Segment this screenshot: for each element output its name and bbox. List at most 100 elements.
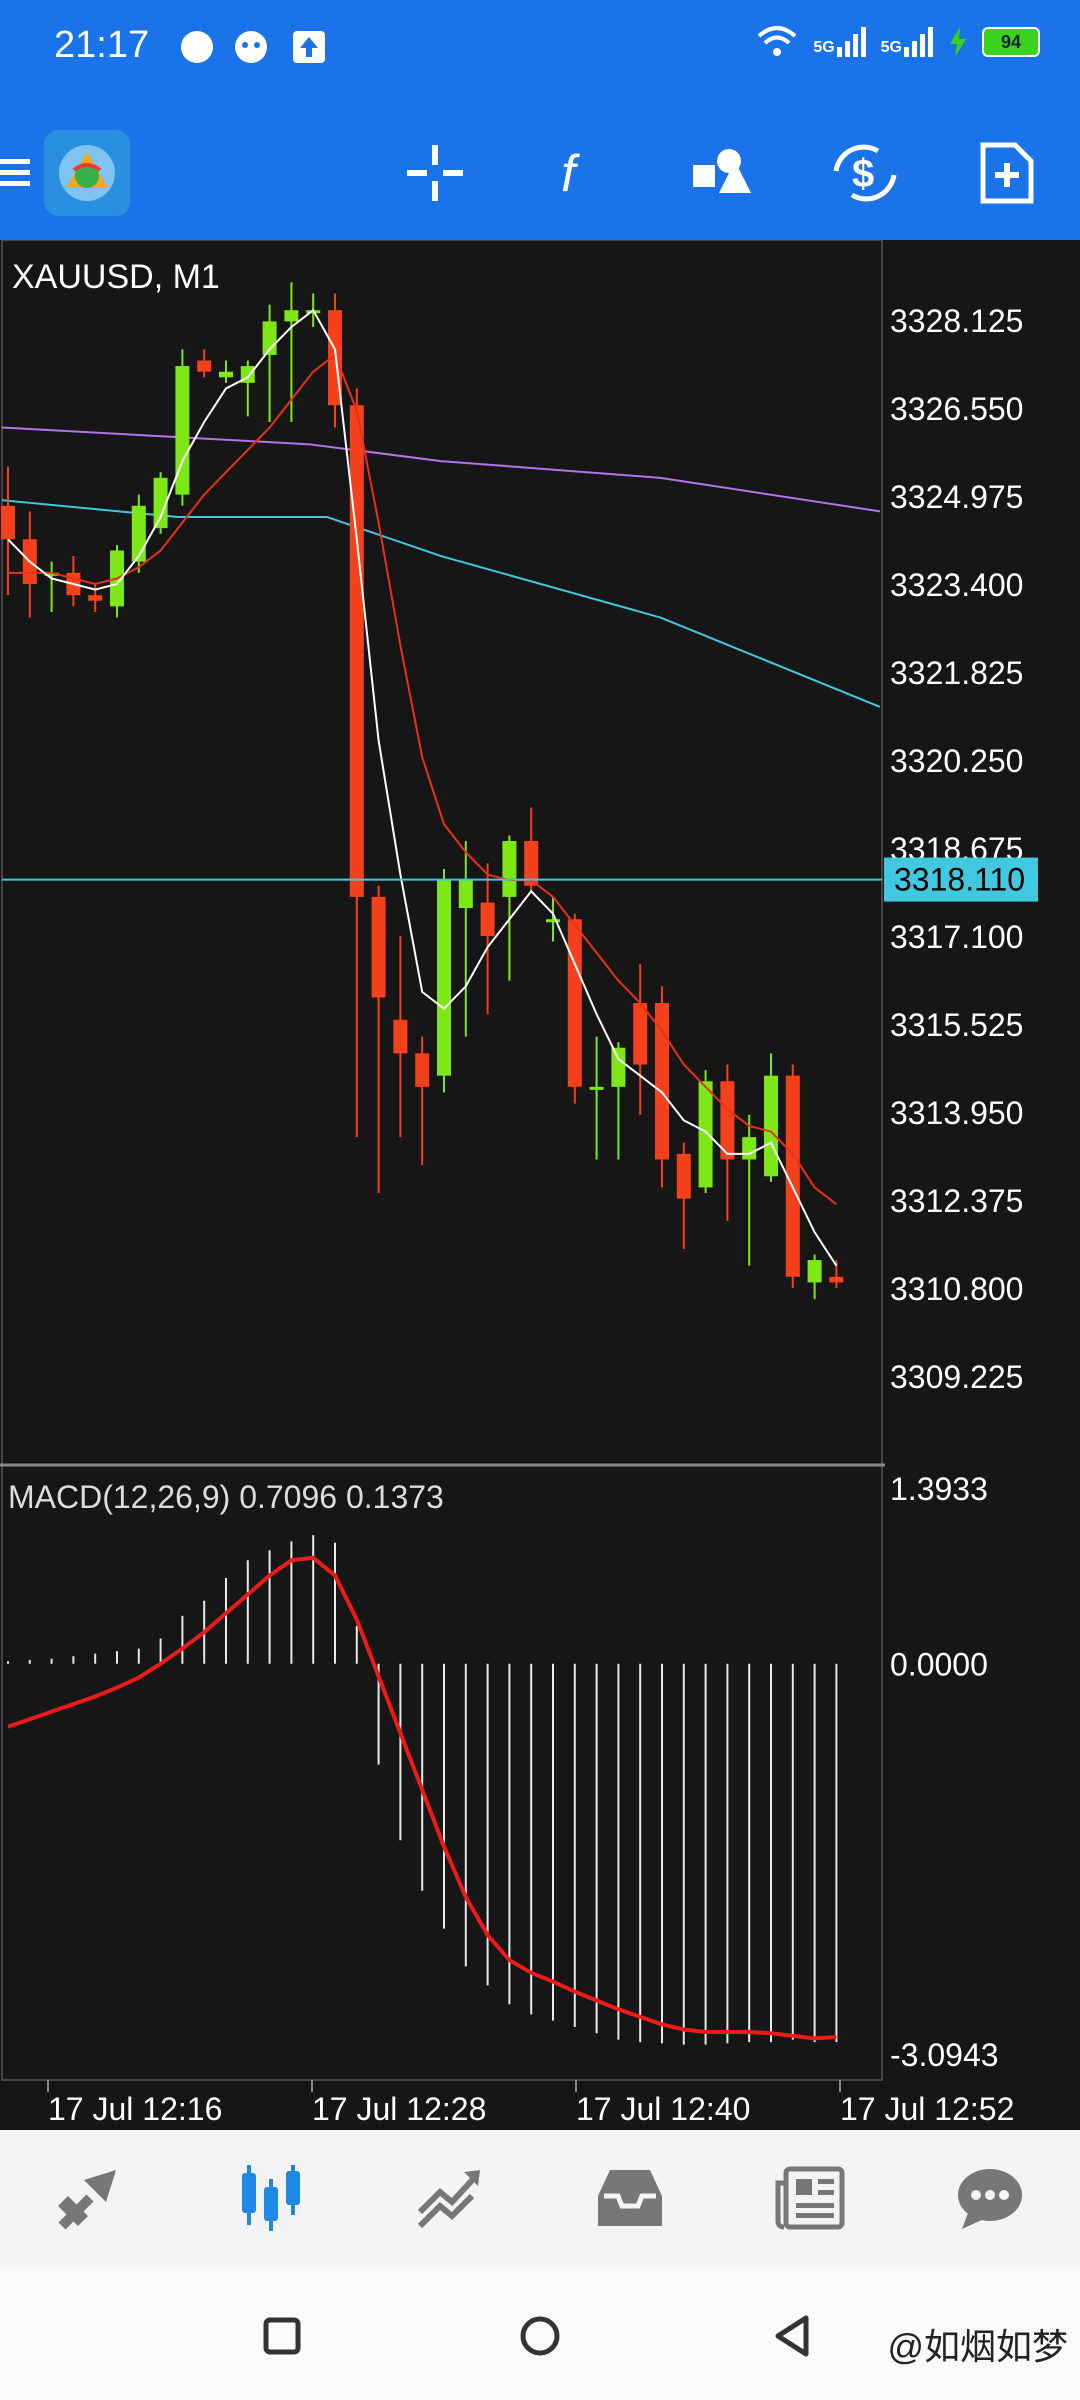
time-axis: 17 Jul 12:16 17 Jul 12:28 17 Jul 12:40 17 J… <box>47 2080 1014 2127</box>
status-right: 5G 5G 94 <box>755 24 1040 60</box>
candle-body <box>567 919 582 1087</box>
notification-bubble-icon <box>181 31 213 63</box>
candle <box>437 868 451 1093</box>
ma-red-line <box>8 353 838 1205</box>
ma-white-line <box>7 308 838 1267</box>
nav-chart[interactable] <box>215 2143 325 2253</box>
candle <box>197 349 212 378</box>
candle-body <box>197 360 212 372</box>
macd-tick-label: 0.0000 <box>890 1647 988 1683</box>
candle-body <box>524 841 539 886</box>
system-navigation-bar: @如烟如梦 <box>0 2266 1080 2400</box>
candle <box>611 1042 626 1160</box>
candle-body <box>589 1086 604 1090</box>
candle-body <box>785 1075 800 1277</box>
macd-tick-label: -3.0943 <box>890 2037 999 2073</box>
new-order-icon[interactable] <box>962 128 1052 218</box>
candle-body <box>131 505 146 562</box>
nav-history[interactable] <box>575 2143 685 2253</box>
history-icon <box>598 2170 662 2226</box>
wifi-icon <box>757 26 797 56</box>
current-price-tag <box>884 857 1038 902</box>
price-tick-label: 3326.550 <box>890 391 1023 427</box>
candle-body <box>371 896 386 998</box>
candle <box>742 1114 757 1266</box>
bottom-navigation <box>0 2130 1080 2266</box>
home-button[interactable] <box>500 2296 580 2376</box>
triangle-back-icon <box>775 2315 809 2357</box>
price-tick-label: 3313.950 <box>890 1095 1023 1131</box>
nav-quotes[interactable] <box>35 2143 145 2253</box>
candle <box>44 561 59 612</box>
candle-body <box>633 1003 648 1065</box>
candle <box>633 963 648 1115</box>
candle-body <box>458 880 473 909</box>
circle-icon <box>520 2316 560 2356</box>
candle <box>785 1064 800 1288</box>
objects-icon[interactable] <box>676 128 766 218</box>
macd-axis: 1.3933 0.0000 -3.0943 <box>890 1471 999 2073</box>
price-tick-label: 3315.525 <box>890 1007 1023 1043</box>
chart-icon <box>242 2165 300 2231</box>
chart-svg[interactable]: 3328.125 3326.550 3324.975 3323.400 3321.825… <box>0 239 1080 2130</box>
candle-body <box>88 595 103 601</box>
signal-1: 5G <box>813 27 866 57</box>
app-logo-icon[interactable] <box>42 128 132 218</box>
candle <box>240 360 255 417</box>
quotes-icon <box>58 2170 116 2230</box>
signal-bars-icon <box>836 27 866 57</box>
watermark: @如烟如梦 <box>887 2326 1068 2367</box>
price-tick-label: 3328.125 <box>890 303 1023 339</box>
news-icon <box>775 2166 845 2230</box>
candle <box>349 388 364 1138</box>
recent-apps-button[interactable] <box>242 2296 322 2376</box>
macd-label: MACD(12,26,9) 0.7096 0.1373 <box>8 1479 444 1515</box>
nav-trade[interactable] <box>395 2143 505 2253</box>
price-tick-label: 3323.400 <box>890 567 1023 603</box>
candle-body <box>655 1003 669 1160</box>
back-button[interactable] <box>752 2296 832 2376</box>
candle <box>567 913 582 1104</box>
chart-area[interactable]: 3328.125 3326.550 3324.975 3323.400 3321.825… <box>0 239 1080 2130</box>
nav-chat[interactable] <box>935 2143 1045 2253</box>
candle-body <box>175 366 190 495</box>
candle-body <box>415 1053 430 1087</box>
candle-body <box>480 902 495 936</box>
candle <box>676 1142 691 1249</box>
battery-indicator: 94 <box>982 27 1040 57</box>
indicators-icon[interactable]: f <box>532 128 622 218</box>
candle <box>328 293 342 428</box>
macd-signal-line <box>7 1555 837 2041</box>
candle <box>655 986 669 1188</box>
trade-icon[interactable]: $ <box>820 128 910 218</box>
moving-averages <box>7 308 838 1267</box>
ma-cyan-line <box>1 499 881 708</box>
candle <box>589 1036 604 1160</box>
menu-icon[interactable] <box>0 128 40 218</box>
candle-body <box>219 371 233 378</box>
candle-body <box>1 505 15 540</box>
candle-body <box>698 1081 713 1188</box>
crosshair-icon[interactable] <box>390 128 480 218</box>
moving-average-slow <box>1 426 881 708</box>
ma-purple-line <box>1 426 881 513</box>
candle <box>110 544 124 618</box>
candle-body <box>502 841 517 897</box>
candle-body <box>349 405 364 897</box>
candle <box>524 807 539 892</box>
status-time: 21:17 <box>54 24 150 66</box>
charging-icon <box>950 27 966 57</box>
candle <box>66 556 81 607</box>
candle <box>480 863 495 1015</box>
signal-label-1: 5G <box>813 39 835 56</box>
chat-icon <box>958 2169 1022 2229</box>
candle-body <box>611 1047 626 1087</box>
price-tick-label: 3324.975 <box>890 479 1023 515</box>
nav-news[interactable] <box>755 2143 865 2253</box>
candle <box>131 494 146 573</box>
toolbar: f $ <box>0 100 1080 240</box>
wechat-icon <box>235 31 267 63</box>
svg-text:$: $ <box>852 152 874 196</box>
price-tick-label: 3309.225 <box>890 1359 1023 1395</box>
candle <box>502 835 517 981</box>
